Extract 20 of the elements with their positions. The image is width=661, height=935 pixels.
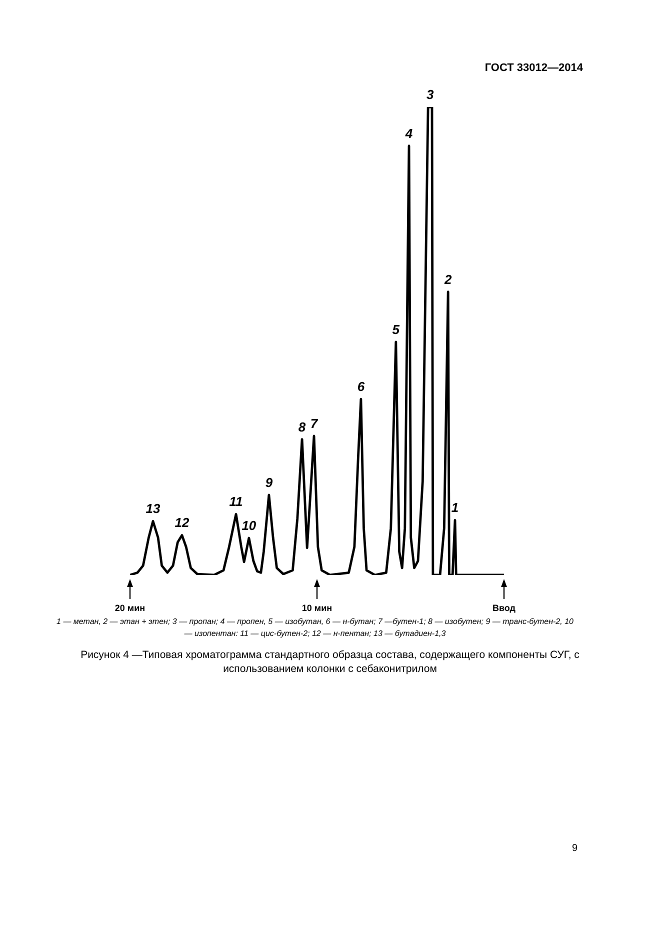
text: 1 — метан, 2 — этан + этен; 3 — пропан; 4 — пропен, 5 — изобутан, 6 — н-бутан; 7 —бутен-1; 8 — изобутен; 9 — транс-бутен-2, 10 — изопентан: 11 — цис-бутен-2; 12 — н-пентан; 13 — бутадиен-1,3 — [56, 616, 574, 640]
annotation: 11 — [229, 494, 243, 510]
annotation: 6 — [357, 379, 366, 394]
annotation: 5 — [392, 322, 400, 337]
annotation: 10 — [242, 518, 257, 534]
annotation: 13 — [146, 501, 161, 516]
annotation: 3 — [426, 87, 435, 102]
annotation: 1 — [451, 500, 459, 516]
text: ГОСТ 33012—2014 — [484, 62, 583, 74]
x-tick-label: 20 мин — [114, 603, 146, 613]
x-tick-label: 10 мин — [302, 603, 332, 613]
text: Рисунок 4 —Типовая хроматограмма стандартного образца состава, содержащего компоненты СУГ, с использованием колонки с себаконитрилом — [80, 648, 580, 676]
annotation: 8 — [298, 419, 306, 434]
x-tick-label: Ввод — [492, 603, 516, 613]
text: 9 — [572, 843, 578, 854]
annotation: 9 — [265, 474, 274, 490]
annotation: 4 — [404, 126, 414, 141]
annotation: 12 — [174, 515, 190, 530]
annotation: 2 — [443, 272, 452, 287]
annotation: 7 — [310, 416, 318, 432]
